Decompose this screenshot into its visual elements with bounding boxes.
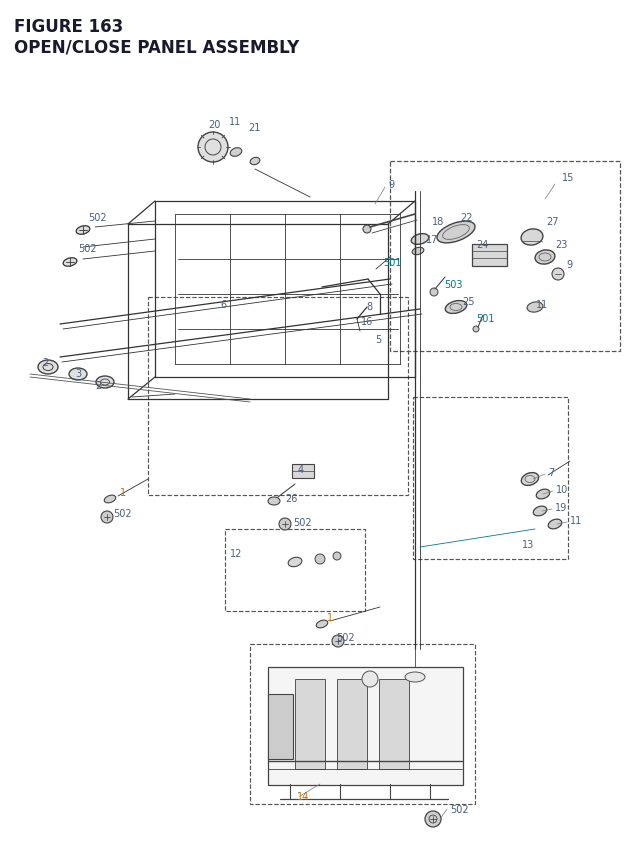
Circle shape	[425, 811, 441, 827]
Text: 5: 5	[375, 335, 381, 344]
Ellipse shape	[96, 376, 114, 388]
Text: 20: 20	[208, 120, 220, 130]
Text: 24: 24	[476, 239, 488, 250]
Circle shape	[279, 518, 291, 530]
Bar	[413, 398, 568, 560]
Text: 27: 27	[546, 217, 559, 226]
Text: 11: 11	[536, 300, 548, 310]
Text: 502: 502	[450, 804, 468, 814]
Circle shape	[315, 554, 325, 564]
Ellipse shape	[250, 158, 260, 165]
Circle shape	[473, 326, 479, 332]
Text: 2: 2	[42, 357, 48, 368]
Text: 15: 15	[562, 173, 574, 183]
Circle shape	[362, 672, 378, 687]
Text: 21: 21	[248, 123, 260, 133]
Text: 502: 502	[293, 517, 312, 528]
Ellipse shape	[536, 490, 550, 499]
Text: 13: 13	[522, 539, 534, 549]
Bar	[225, 530, 365, 611]
Ellipse shape	[69, 369, 87, 381]
Text: 22: 22	[460, 213, 472, 223]
Ellipse shape	[76, 226, 90, 235]
Ellipse shape	[230, 149, 242, 157]
Ellipse shape	[104, 496, 116, 504]
Circle shape	[430, 288, 438, 297]
Bar	[148, 298, 408, 495]
Text: 12: 12	[230, 548, 243, 558]
Bar	[268, 667, 463, 785]
Text: 4: 4	[298, 464, 304, 474]
Text: 503: 503	[444, 280, 463, 289]
Ellipse shape	[288, 558, 302, 567]
Ellipse shape	[268, 498, 280, 505]
Text: 26: 26	[285, 493, 298, 504]
Ellipse shape	[412, 248, 424, 256]
Circle shape	[552, 269, 564, 281]
Bar	[295, 679, 325, 769]
Circle shape	[101, 511, 113, 523]
Text: 9: 9	[566, 260, 572, 269]
Ellipse shape	[527, 302, 543, 313]
Circle shape	[198, 133, 228, 163]
Text: 23: 23	[555, 239, 568, 250]
Text: 502: 502	[113, 508, 132, 518]
Text: 502: 502	[78, 244, 97, 254]
Ellipse shape	[445, 301, 467, 314]
Text: 19: 19	[555, 503, 567, 512]
Ellipse shape	[63, 258, 77, 267]
Text: 1: 1	[120, 487, 126, 498]
Text: 11: 11	[229, 117, 241, 127]
Circle shape	[333, 553, 341, 561]
Text: 11: 11	[570, 516, 582, 525]
Text: 16: 16	[361, 317, 373, 326]
Text: 7: 7	[548, 468, 554, 478]
Ellipse shape	[548, 519, 562, 530]
Bar	[292, 464, 314, 479]
Ellipse shape	[405, 672, 425, 682]
Text: 501: 501	[383, 257, 401, 268]
Ellipse shape	[38, 361, 58, 375]
Text: FIGURE 163: FIGURE 163	[14, 18, 124, 36]
Bar	[250, 644, 475, 804]
Text: 25: 25	[462, 297, 474, 307]
Ellipse shape	[316, 621, 328, 629]
Text: 10: 10	[556, 485, 568, 494]
Bar	[390, 162, 620, 351]
Text: 1: 1	[327, 612, 333, 623]
Text: 501: 501	[476, 313, 495, 324]
Ellipse shape	[522, 473, 539, 486]
Ellipse shape	[437, 222, 475, 244]
Circle shape	[332, 635, 344, 647]
Bar	[472, 245, 507, 267]
Ellipse shape	[412, 234, 429, 245]
Text: 14: 14	[297, 791, 309, 801]
Text: 3: 3	[75, 369, 81, 379]
Text: 502: 502	[336, 632, 355, 642]
Bar	[379, 679, 409, 769]
Ellipse shape	[533, 506, 547, 517]
Text: 17: 17	[426, 235, 438, 245]
Text: 502: 502	[88, 213, 107, 223]
Text: 18: 18	[432, 217, 444, 226]
Bar	[268, 694, 293, 759]
Text: 2: 2	[95, 381, 101, 391]
Text: OPEN/CLOSE PANEL ASSEMBLY: OPEN/CLOSE PANEL ASSEMBLY	[14, 38, 300, 56]
Text: 9: 9	[388, 180, 394, 189]
Ellipse shape	[521, 230, 543, 246]
Circle shape	[363, 226, 371, 233]
Text: 8: 8	[366, 301, 372, 312]
Bar	[337, 679, 367, 769]
Text: 6: 6	[220, 300, 226, 310]
Ellipse shape	[535, 251, 555, 265]
